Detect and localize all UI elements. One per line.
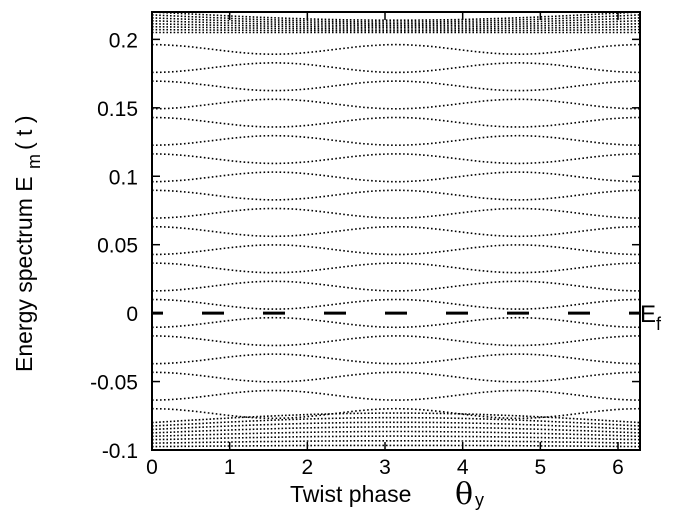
x-tick-label: 2 bbox=[301, 456, 313, 479]
dense-level-line bbox=[151, 440, 641, 444]
dense-level-line bbox=[151, 412, 641, 424]
dense-level-line bbox=[151, 426, 641, 434]
level-line bbox=[151, 298, 641, 310]
level-line bbox=[151, 171, 641, 183]
level-line bbox=[151, 244, 641, 256]
level-line bbox=[151, 389, 641, 401]
level-line bbox=[151, 61, 641, 74]
y-tick-label: 0 bbox=[126, 303, 138, 326]
x-tick-label: 0 bbox=[146, 456, 158, 479]
plot-frame bbox=[151, 11, 641, 451]
level-line bbox=[151, 335, 641, 347]
dense-level-line bbox=[151, 416, 641, 427]
y-ticks: 0.2 0.15 0.1 0.05 0 -0.05 -0.1 bbox=[90, 29, 640, 463]
level-line bbox=[151, 116, 641, 128]
level-line bbox=[151, 316, 641, 329]
dense-bands bbox=[151, 11, 641, 451]
x-tick-label: 3 bbox=[379, 456, 391, 479]
dense-level-line bbox=[151, 11, 641, 21]
y-tick-label: 0.05 bbox=[97, 235, 138, 258]
y-axis-label-sub: m bbox=[24, 154, 44, 169]
x-axis-label: Twist phase bbox=[290, 481, 411, 507]
dense-level-line bbox=[151, 28, 641, 32]
y-axis-unit: ( t ) bbox=[11, 116, 37, 151]
dense-level-line bbox=[151, 430, 641, 438]
level-line bbox=[151, 225, 641, 238]
level-line bbox=[151, 43, 641, 56]
dense-level-line bbox=[151, 444, 641, 448]
x-ticks: 0 1 2 3 4 5 6 bbox=[146, 12, 624, 479]
fermi-annotation: E bbox=[640, 301, 656, 328]
level-line bbox=[151, 353, 641, 365]
dense-level-line bbox=[151, 25, 641, 30]
level-line bbox=[151, 189, 641, 201]
level-line bbox=[151, 98, 641, 110]
dense-level-line bbox=[151, 17, 641, 25]
y-tick-label: 0.2 bbox=[109, 29, 138, 52]
level-line bbox=[151, 134, 641, 147]
x-tick-label: 4 bbox=[457, 456, 469, 479]
y-tick-label: 0.1 bbox=[109, 166, 138, 189]
level-line bbox=[151, 80, 641, 92]
dense-level-line bbox=[151, 435, 641, 441]
level-line bbox=[151, 207, 641, 219]
dense-level-line bbox=[151, 22, 641, 29]
y-tick-label: -0.05 bbox=[90, 372, 138, 395]
level-line bbox=[151, 153, 641, 165]
level-line bbox=[151, 280, 641, 292]
y-axis-label: Energy spectrum E bbox=[11, 176, 37, 372]
x-axis-symbol-sub: y bbox=[475, 490, 484, 510]
energy-levels bbox=[151, 43, 641, 420]
dense-level-line bbox=[151, 14, 641, 23]
x-axis-symbol: θ bbox=[455, 477, 473, 510]
x-tick-label: 6 bbox=[612, 456, 624, 479]
x-tick-label: 1 bbox=[224, 456, 236, 479]
level-line bbox=[151, 407, 641, 420]
x-tick-label: 5 bbox=[535, 456, 547, 479]
y-tick-label: -0.1 bbox=[102, 440, 138, 463]
level-line bbox=[151, 262, 641, 274]
fermi-annotation-sub: f bbox=[656, 314, 662, 334]
level-line bbox=[151, 371, 641, 383]
y-tick-label: 0.15 bbox=[97, 98, 138, 121]
dense-level-line bbox=[151, 421, 641, 431]
